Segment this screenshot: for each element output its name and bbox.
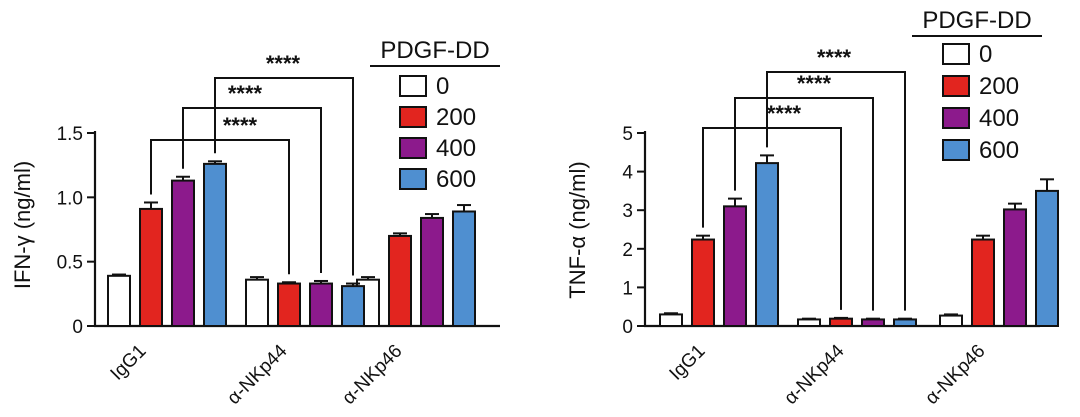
y-tick-label: 4 [622,163,633,184]
legend-swatch [399,137,427,159]
legend-title: PDGF-DD [922,7,1031,34]
legend-title: PDGF-DD [380,37,489,64]
bar-nkp44-600 [341,285,365,328]
bar-igg1-600 [755,162,779,327]
bar-nkp46-0 [939,314,963,328]
bar-igg1-400 [171,179,195,327]
legend-label: 200 [979,73,1019,100]
bar-nkp46-600 [452,210,476,327]
bar-nkp46-400 [420,216,444,327]
legend-swatch [942,107,970,129]
bar-nkp44-0 [797,318,821,327]
legend-swatch [942,43,970,65]
category-label: IgG1 [107,341,151,385]
bar-nkp44-0 [245,278,269,327]
significance-bracket [182,107,322,273]
y-tick-label: 1.0 [57,188,83,209]
legend-label: 600 [436,166,476,193]
category-label: α-NKp44 [780,340,848,408]
legend-swatch [399,168,427,190]
bar-igg1-0 [659,313,683,328]
y-tick-label: 1 [622,278,633,299]
bar-igg1-600 [203,162,227,327]
significance-bracket [150,139,290,275]
bar-nkp44-200 [829,317,853,327]
significance-bracket [214,77,354,276]
category-label: α-NKp44 [223,340,291,408]
legend-label: 400 [436,135,476,162]
significance-label: **** [767,101,802,126]
bar-nkp44-200 [277,282,301,328]
legend-label: 0 [979,41,992,68]
category-label: α-NKp46 [338,341,406,409]
bar-nkp44-400 [861,318,885,327]
y-axis-label: IFN-γ (ng/ml) [10,161,35,289]
significance-label: **** [817,45,852,70]
legend-swatch [942,75,970,97]
ifn-gamma-chart: IFN-γ (ng/ml) 0 0.5 1.0 1.5 IgG1 α-NKp44 α-NKp… [10,37,500,409]
y-tick-label: 0 [622,317,633,338]
bar-nkp44-600 [893,318,917,327]
significance-label: **** [266,51,301,76]
bar-igg1-0 [107,274,131,328]
y-axis-label: TNF-α (ng/ml) [565,161,590,298]
legend-label: 600 [979,137,1019,164]
significance-label: **** [223,113,258,138]
y-tick-label: 0.5 [57,253,83,274]
bar-igg1-200 [691,238,715,327]
legend-label: 400 [979,105,1019,132]
significance-bracket [734,97,874,311]
significance-label: **** [797,71,832,96]
legend-swatch [399,75,427,97]
y-tick-label: 1.5 [57,124,83,145]
bar-igg1-400 [723,205,747,327]
tnf-alpha-chart: TNF-α (ng/ml) 0 1 2 3 4 5 IgG1 α-NKp44 α-NKp46 **… [565,7,1059,409]
significance-label: **** [228,81,263,106]
y-tick-label: 3 [622,201,633,222]
bar-nkp46-600 [1035,189,1059,327]
y-tick-label: 0 [72,317,83,338]
bar-nkp44-400 [309,282,333,328]
category-label: IgG1 [666,341,710,385]
legend-label: 0 [436,73,449,100]
y-tick-label: 5 [622,124,633,145]
legend-swatch [399,106,427,128]
bar-igg1-200 [139,207,163,327]
significance-bracket [766,71,906,311]
category-label: α-NKp46 [921,341,989,409]
bar-nkp46-200 [971,238,995,327]
legend-swatch [942,139,970,161]
bar-nkp46-400 [1003,208,1027,327]
legend-label: 200 [436,104,476,131]
y-tick-label: 2 [622,240,633,261]
bar-nkp46-200 [388,234,412,327]
legend: PDGF-DD 0 200 400 600 [370,37,500,193]
significance-bracket [702,127,842,310]
legend: PDGF-DD 0 200 400 600 [912,7,1042,164]
